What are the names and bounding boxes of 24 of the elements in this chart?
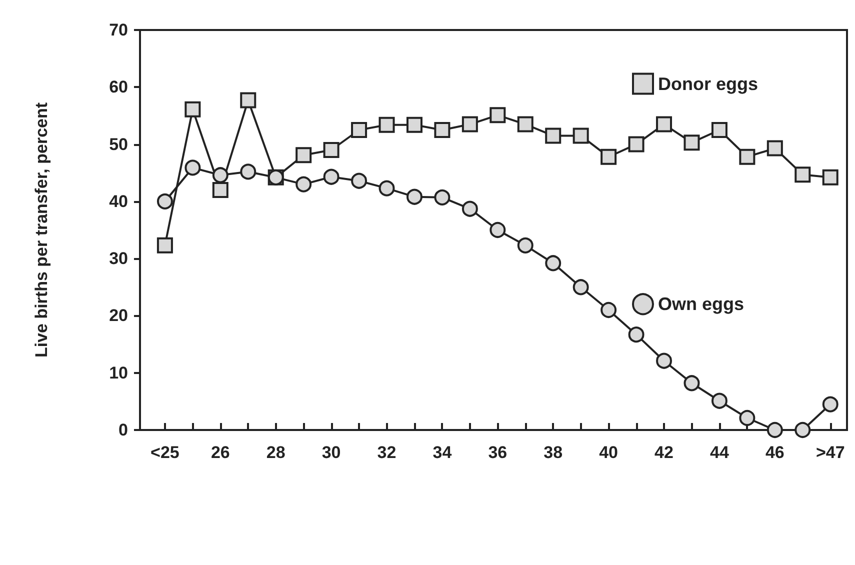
x-tick-label: 40 bbox=[599, 443, 618, 462]
y-tick-label: 30 bbox=[109, 249, 128, 268]
y-tick-label: 20 bbox=[109, 306, 128, 326]
x-tick-label: 34 bbox=[432, 443, 452, 462]
x-tick-label: 42 bbox=[654, 443, 674, 462]
y-tick-label: 70 bbox=[109, 20, 128, 40]
y-tick-label: 0 bbox=[118, 420, 128, 440]
x-tick-label: <25 bbox=[150, 443, 180, 462]
y-tick-label: 10 bbox=[109, 363, 128, 382]
y-tick-label: 40 bbox=[109, 192, 128, 211]
x-tick-label: 32 bbox=[377, 443, 396, 462]
x-tick-label: 36 bbox=[488, 443, 508, 462]
x-tick-label: 28 bbox=[266, 443, 286, 462]
x-tick-label: 30 bbox=[322, 443, 341, 462]
y-tick-label: 50 bbox=[109, 134, 128, 154]
x-tick-label: 38 bbox=[544, 443, 563, 462]
y-tick-label: 60 bbox=[109, 78, 128, 97]
legend-label: Own eggs bbox=[658, 294, 744, 314]
x-tick-label: 44 bbox=[710, 443, 730, 462]
x-tick-label: 46 bbox=[765, 443, 784, 462]
x-tick-label: >47 bbox=[816, 443, 845, 462]
legend-label: Donor eggs bbox=[658, 74, 758, 94]
x-tick-label: 26 bbox=[210, 443, 230, 462]
y-axis-title: Live births per transfer, percent bbox=[32, 102, 51, 358]
